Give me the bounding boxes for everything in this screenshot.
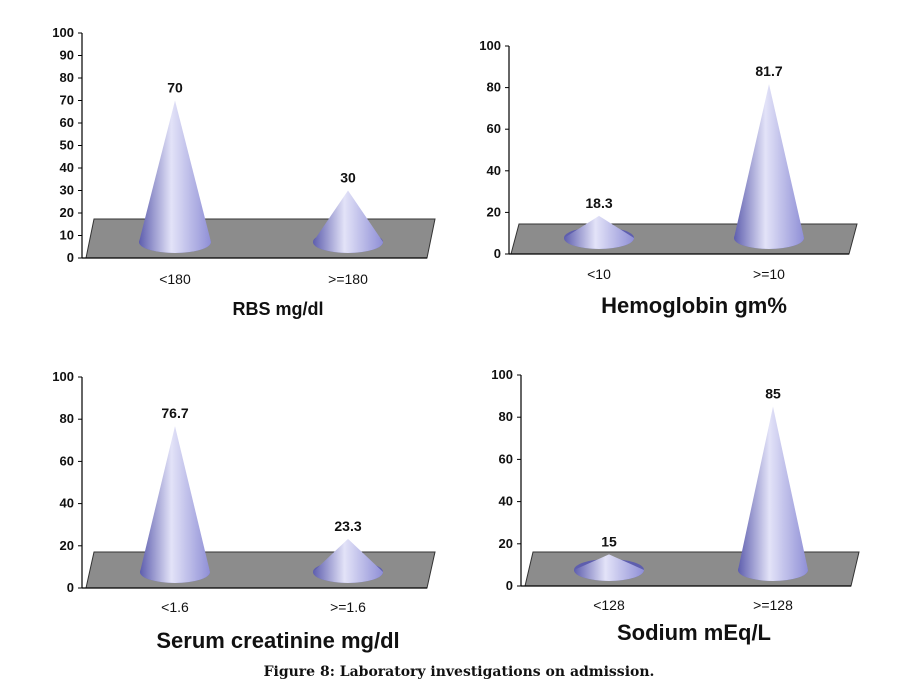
chart-floor bbox=[510, 223, 858, 255]
y-tick-label: 100 bbox=[479, 38, 501, 53]
y-tick-label: 40 bbox=[487, 163, 501, 178]
chart-serum-creatinine-svg: 0 20 40 60 80 100 76.7 <1.6 23.3 >=1.6 Serum creat… bbox=[52, 369, 436, 653]
y-tick-label: 80 bbox=[60, 70, 74, 85]
category-label: <10 bbox=[587, 266, 611, 282]
cone-body bbox=[738, 406, 808, 581]
y-tick-label: 70 bbox=[60, 93, 74, 108]
chart-rbs: 0 10 20 30 40 50 60 70 80 90 100 70 <180 30 >=180 RBS m… bbox=[0, 0, 459, 330]
chart-serum-creatinine: 0 20 40 60 80 100 76.7 <1.6 23.3 >=1.6 Serum creat… bbox=[0, 340, 459, 660]
cone-body bbox=[574, 554, 644, 581]
y-tick-label: 0 bbox=[67, 580, 74, 595]
y-tick-label: 40 bbox=[499, 494, 513, 509]
figure-caption: Figure 8: Laboratory investigations on a… bbox=[263, 664, 655, 680]
chart-title: Hemoglobin gm% bbox=[601, 293, 787, 318]
y-tick-label: 50 bbox=[60, 138, 74, 153]
y-tick-label: 30 bbox=[60, 183, 74, 198]
chart-rbs-svg: 0 10 20 30 40 50 60 70 80 90 100 70 <180 30 >=180 RBS m… bbox=[52, 25, 436, 319]
cone-bar bbox=[564, 215, 634, 249]
chart-hemoglobin-svg: 0 20 40 60 80 100 18.3 <10 81.7 >=10 Hemoglobin gm… bbox=[479, 38, 858, 318]
value-label: 85 bbox=[765, 386, 781, 402]
value-label: 76.7 bbox=[161, 405, 188, 421]
y-tick-label: 0 bbox=[67, 250, 74, 265]
chart-title: RBS mg/dl bbox=[232, 299, 323, 319]
chart-floor bbox=[85, 551, 436, 589]
y-tick-label: 80 bbox=[487, 80, 501, 95]
category-label: >=1.6 bbox=[330, 599, 366, 615]
cone-body bbox=[313, 538, 383, 583]
cone-bar bbox=[140, 426, 210, 583]
value-label: 23.3 bbox=[334, 518, 361, 534]
cone-body bbox=[734, 84, 804, 249]
cone-bar bbox=[574, 554, 644, 581]
y-tick-label: 60 bbox=[60, 453, 74, 468]
cone-bar bbox=[139, 100, 211, 253]
y-tick-label: 100 bbox=[52, 369, 74, 384]
y-tick-label: 0 bbox=[494, 246, 501, 261]
chart-sodium-svg: 0 20 40 60 80 100 15 <128 85 >=128 Sodium mEq/L bbox=[491, 367, 860, 645]
y-tick-label: 20 bbox=[499, 536, 513, 551]
category-label: >=128 bbox=[753, 597, 793, 613]
chart-sodium: 0 20 40 60 80 100 15 <128 85 >=128 Sodium mEq/L bbox=[459, 340, 918, 660]
cone-bar bbox=[313, 538, 383, 583]
chart-hemoglobin: 0 20 40 60 80 100 18.3 <10 81.7 >=10 Hemoglobin gm… bbox=[459, 0, 918, 330]
y-tick-label: 100 bbox=[52, 25, 74, 40]
cone-bar bbox=[313, 190, 383, 253]
cone-body bbox=[313, 190, 383, 253]
cone-body bbox=[564, 215, 634, 249]
category-label: <128 bbox=[593, 597, 625, 613]
value-label: 30 bbox=[340, 170, 356, 186]
chart-floor bbox=[85, 218, 436, 259]
y-tick-label: 40 bbox=[60, 496, 74, 511]
chart-title: Sodium mEq/L bbox=[617, 620, 771, 645]
y-tick-label: 0 bbox=[506, 578, 513, 593]
cone-bar bbox=[738, 406, 808, 581]
y-tick-label: 10 bbox=[60, 228, 74, 243]
y-tick-label: 90 bbox=[60, 48, 74, 63]
y-tick-label: 60 bbox=[487, 121, 501, 136]
cone-bar bbox=[734, 84, 804, 249]
value-label: 18.3 bbox=[585, 195, 612, 211]
cone-body bbox=[139, 100, 211, 253]
y-tick-label: 80 bbox=[60, 411, 74, 426]
category-label: >=10 bbox=[753, 266, 785, 282]
y-tick-label: 20 bbox=[487, 204, 501, 219]
y-tick-label: 20 bbox=[60, 205, 74, 220]
y-tick-label: 60 bbox=[60, 115, 74, 130]
category-label: <180 bbox=[159, 271, 191, 287]
y-tick-label: 80 bbox=[499, 409, 513, 424]
cone-body bbox=[140, 426, 210, 583]
y-tick-label: 20 bbox=[60, 538, 74, 553]
y-tick-label: 40 bbox=[60, 160, 74, 175]
value-label: 81.7 bbox=[755, 63, 782, 79]
y-tick-label: 60 bbox=[499, 451, 513, 466]
chart-title: Serum creatinine mg/dl bbox=[156, 628, 399, 653]
value-label: 15 bbox=[601, 533, 617, 549]
y-tick-label: 100 bbox=[491, 367, 513, 382]
category-label: >=180 bbox=[328, 271, 368, 287]
value-label: 70 bbox=[167, 80, 183, 96]
category-label: <1.6 bbox=[161, 599, 189, 615]
